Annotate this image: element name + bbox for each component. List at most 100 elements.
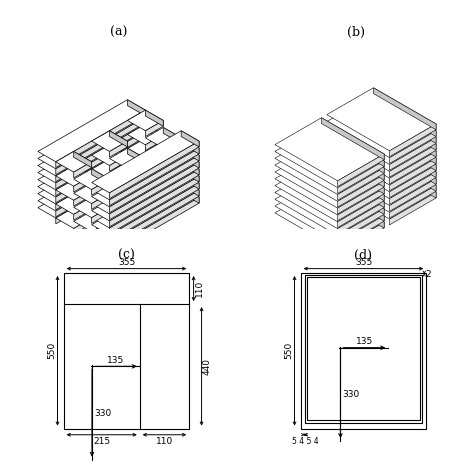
Polygon shape [56, 208, 91, 228]
Polygon shape [374, 95, 436, 137]
Polygon shape [374, 108, 436, 150]
Polygon shape [74, 197, 109, 218]
Polygon shape [181, 159, 199, 175]
Text: 2: 2 [426, 271, 431, 280]
Polygon shape [128, 138, 163, 159]
Polygon shape [38, 156, 146, 218]
Polygon shape [146, 128, 181, 148]
Polygon shape [56, 138, 146, 196]
Polygon shape [128, 152, 163, 173]
Polygon shape [38, 121, 146, 183]
Polygon shape [275, 165, 384, 228]
Polygon shape [390, 165, 436, 198]
Polygon shape [128, 121, 146, 137]
Polygon shape [74, 180, 91, 196]
Text: (c): (c) [118, 249, 135, 263]
Polygon shape [91, 131, 199, 193]
Polygon shape [91, 197, 109, 213]
Polygon shape [91, 187, 128, 208]
Polygon shape [275, 138, 384, 201]
Polygon shape [91, 166, 199, 228]
Polygon shape [146, 155, 181, 176]
Polygon shape [56, 194, 91, 214]
Polygon shape [146, 148, 163, 164]
Polygon shape [128, 135, 146, 151]
Polygon shape [38, 142, 146, 204]
Polygon shape [181, 187, 199, 203]
Polygon shape [337, 188, 384, 221]
Polygon shape [56, 180, 91, 201]
Polygon shape [321, 145, 384, 187]
Polygon shape [56, 166, 146, 224]
Polygon shape [181, 145, 199, 161]
Polygon shape [91, 183, 109, 199]
Polygon shape [163, 166, 181, 182]
Polygon shape [337, 195, 384, 228]
Polygon shape [91, 173, 199, 235]
Polygon shape [181, 180, 199, 196]
Polygon shape [337, 168, 384, 201]
Polygon shape [74, 162, 91, 178]
Polygon shape [390, 185, 436, 218]
Polygon shape [390, 151, 436, 184]
Polygon shape [109, 187, 128, 203]
Polygon shape [275, 145, 384, 208]
Polygon shape [56, 165, 91, 186]
Polygon shape [327, 122, 436, 185]
Polygon shape [321, 165, 384, 208]
Polygon shape [327, 129, 436, 192]
Polygon shape [91, 211, 109, 227]
Polygon shape [390, 124, 436, 156]
Text: (b): (b) [346, 27, 365, 39]
Polygon shape [109, 191, 146, 211]
Polygon shape [128, 148, 146, 164]
Polygon shape [327, 95, 436, 158]
Polygon shape [91, 173, 128, 194]
Polygon shape [146, 170, 181, 191]
Polygon shape [91, 221, 109, 237]
Polygon shape [91, 152, 199, 214]
Polygon shape [109, 197, 128, 213]
Polygon shape [321, 131, 384, 173]
Polygon shape [275, 159, 384, 222]
Polygon shape [146, 124, 163, 140]
Polygon shape [390, 179, 436, 211]
Polygon shape [390, 131, 436, 164]
Polygon shape [128, 142, 146, 158]
Text: 135: 135 [356, 337, 373, 346]
Polygon shape [128, 201, 146, 217]
Polygon shape [321, 173, 384, 214]
Polygon shape [56, 152, 146, 210]
Polygon shape [74, 152, 91, 168]
Polygon shape [327, 136, 436, 199]
Polygon shape [91, 138, 199, 200]
Polygon shape [374, 142, 436, 184]
Polygon shape [374, 101, 436, 144]
Polygon shape [74, 208, 91, 224]
Polygon shape [181, 138, 199, 154]
Polygon shape [163, 142, 181, 158]
Polygon shape [275, 118, 384, 181]
Polygon shape [109, 131, 128, 147]
Polygon shape [109, 176, 199, 234]
Polygon shape [128, 156, 146, 172]
Polygon shape [374, 88, 436, 130]
Text: 355: 355 [355, 258, 372, 267]
Polygon shape [390, 192, 436, 225]
Polygon shape [109, 169, 128, 185]
Polygon shape [181, 131, 199, 147]
Polygon shape [181, 152, 199, 168]
Polygon shape [146, 152, 163, 168]
Polygon shape [337, 174, 384, 207]
Polygon shape [74, 190, 91, 206]
Polygon shape [56, 152, 91, 172]
Polygon shape [74, 183, 109, 204]
Polygon shape [327, 149, 436, 212]
Polygon shape [321, 179, 384, 221]
Polygon shape [128, 149, 146, 165]
Polygon shape [56, 159, 146, 217]
Polygon shape [109, 197, 199, 255]
Polygon shape [74, 165, 91, 182]
Polygon shape [146, 163, 163, 179]
Polygon shape [38, 149, 146, 211]
